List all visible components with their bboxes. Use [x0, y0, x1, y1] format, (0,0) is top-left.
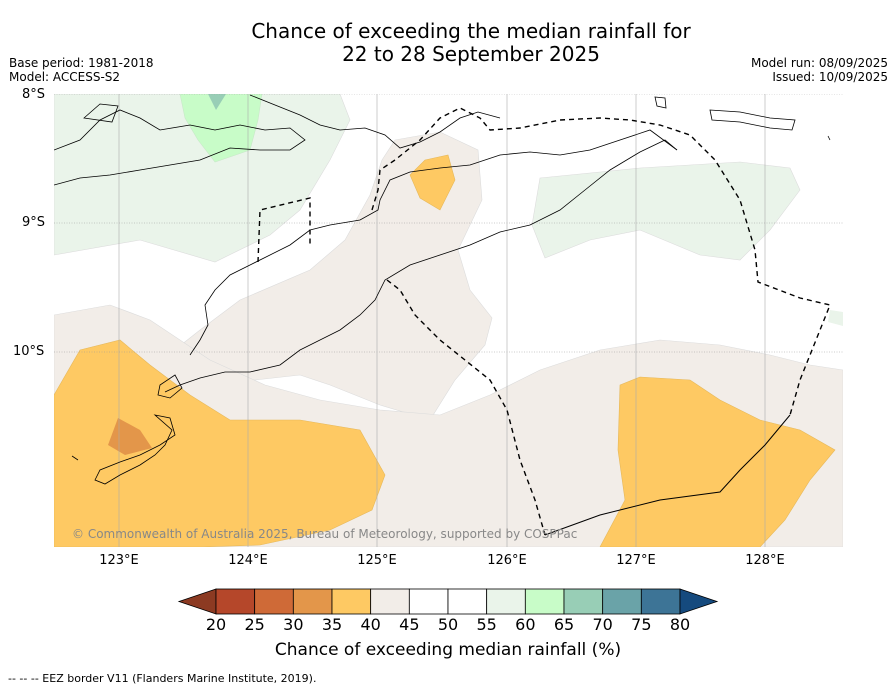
lon-label-127e: 127°E — [616, 553, 656, 568]
meridians — [118, 94, 766, 547]
colorbar-tick-label: 80 — [669, 615, 691, 634]
title-line-1: Chance of exceeding the median rainfall … — [251, 19, 691, 43]
lon-label-128e: 128°E — [745, 553, 785, 568]
contour-35-40-southwest — [54, 339, 386, 547]
colorbar-segment — [447, 588, 488, 615]
colorbar-tick-label: 60 — [515, 615, 536, 634]
issued-date: Issued: 10/09/2025 — [772, 70, 888, 84]
colorbar-tick-label: 70 — [592, 615, 613, 634]
colorbar-tick-label: 65 — [553, 615, 575, 634]
lon-label-123e: 123°E — [99, 553, 139, 568]
model-run: Model run: 08/09/2025 — [750, 56, 888, 70]
lon-label-126e: 126°E — [487, 553, 527, 568]
lat-label-10s: 10°S — [13, 344, 45, 359]
lon-label-125e: 125°E — [357, 553, 397, 568]
colorbar-segment — [254, 588, 294, 615]
colorbar-tick-label: 30 — [283, 615, 304, 634]
colorbar-tick-label: 20 — [205, 615, 227, 634]
title-line-2: 22 to 28 September 2025 — [342, 42, 600, 66]
colorbar-segment — [331, 588, 372, 615]
lat-label-8s: 8°S — [22, 87, 46, 102]
contour-55-60-northwest — [54, 94, 351, 263]
colorbar-segment — [292, 588, 333, 615]
contour-60-65-north — [179, 94, 263, 163]
eez-border-south — [386, 279, 546, 536]
copyright-notice: © Commonwealth of Australia 2025, Bureau… — [72, 527, 578, 541]
colorbar-segment — [640, 588, 681, 615]
colorbar-segment — [408, 588, 449, 615]
contour-35-40-north — [409, 154, 456, 211]
contour-55-60-east-edge — [828, 310, 843, 326]
meta-right: Model run: 08/09/2025 Issued: 10/09/2025 — [751, 56, 888, 84]
colorbar-tick-label: 55 — [476, 615, 497, 634]
coastlines — [54, 94, 831, 485]
colorbar-label: Chance of exceeding median rainfall (%) — [274, 640, 622, 660]
contour-40-45-central — [161, 131, 493, 421]
colorbar-segment — [524, 588, 565, 615]
colorbar-segment — [215, 588, 256, 615]
meta-left: Base period: 1981-2018 Model: ACCESS-S2 — [9, 56, 154, 84]
contour-35-40-southeast — [599, 376, 836, 547]
colorbar-segment — [602, 588, 642, 615]
gridlines — [54, 94, 843, 353]
contour-55-60-east — [531, 161, 801, 261]
colorbar-arrow-low — [177, 588, 217, 615]
colorbar-tick-label: 50 — [437, 615, 459, 634]
colorbar-segment — [563, 588, 604, 615]
base-period: Base period: 1981-2018 — [9, 56, 154, 70]
colorbar-segment — [486, 588, 526, 615]
footer-note: -- -- -- EEZ border V11 (Flanders Marine… — [8, 672, 317, 685]
colorbar-tick-label: 25 — [244, 615, 265, 634]
colorbar-tick-label: 35 — [321, 615, 343, 634]
eez-border — [257, 107, 831, 416]
colorbar-segment — [370, 588, 410, 615]
lon-label-124e: 124°E — [228, 553, 268, 568]
map-title: Chance of exceeding the median rainfall … — [0, 20, 896, 66]
colorbar-tick-label: 45 — [399, 615, 420, 634]
contour-65-70-north — [208, 94, 226, 110]
eez-border-southeast — [544, 414, 791, 536]
colorbar-tick-label: 40 — [360, 615, 381, 634]
colorbar-arrow-high — [679, 588, 719, 615]
lat-label-9s: 9°S — [22, 215, 46, 230]
colorbar-tick-label: 75 — [631, 615, 652, 634]
model-name: Model: ACCESS-S2 — [9, 70, 121, 84]
